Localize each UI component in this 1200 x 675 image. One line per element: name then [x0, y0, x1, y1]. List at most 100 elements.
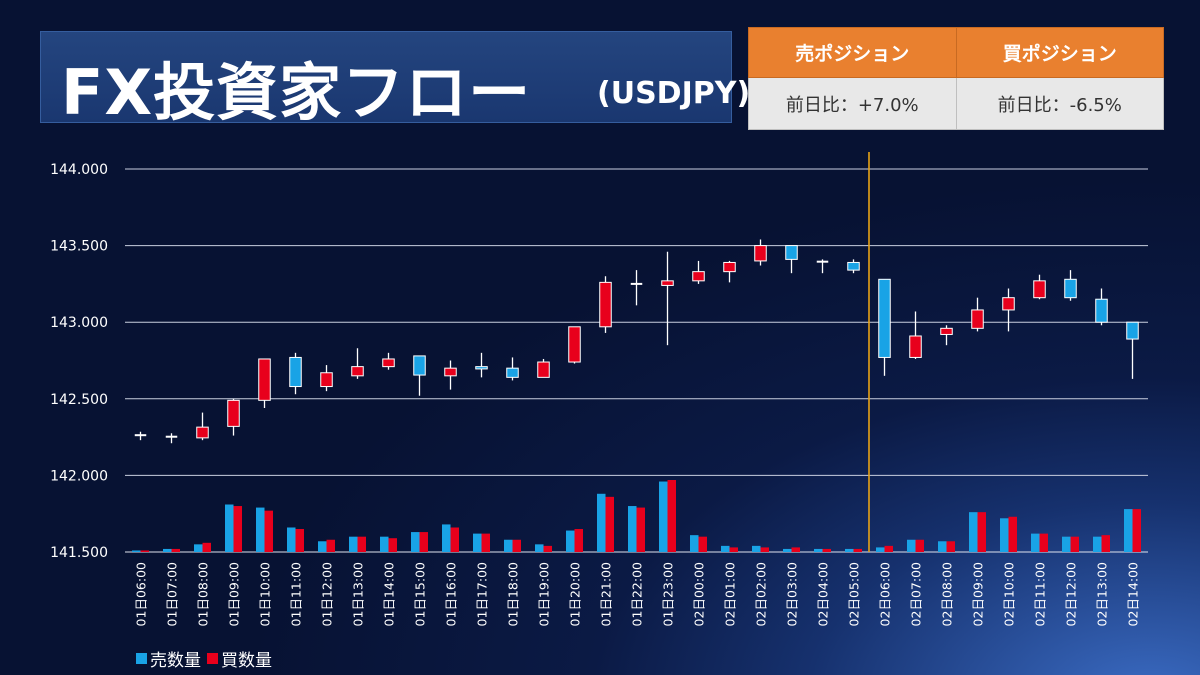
- x-tick-label: 02日12:00: [1064, 562, 1079, 626]
- candle-body: [754, 245, 767, 262]
- buy-volume-bar: [1132, 509, 1141, 552]
- title-banner: FX投資家フロー (USDJPY): [40, 31, 750, 129]
- buy-volume-legend-label: 買数量: [221, 651, 272, 671]
- buy-volume-bar: [543, 545, 552, 552]
- sell-volume-bar: [845, 548, 854, 552]
- buy-volume-bar: [946, 541, 955, 552]
- y-tick-label: 143.500: [50, 239, 108, 255]
- chart-legend: 売数量 買数量: [136, 646, 272, 671]
- buy-volume-bar: [481, 533, 490, 552]
- sell-volume-bar: [659, 481, 668, 552]
- candle-body: [723, 261, 736, 273]
- buy-volume-bar: [295, 529, 304, 552]
- candle-body: [413, 355, 426, 376]
- x-tick-label: 02日10:00: [1002, 562, 1017, 626]
- page-title: FX投資家フロー: [61, 56, 532, 129]
- x-tick-label: 01日18:00: [506, 562, 521, 626]
- sell-volume-bar: [380, 536, 389, 552]
- sell-volume-bar: [1000, 518, 1009, 552]
- buy-volume-bar: [977, 512, 986, 552]
- sell-volume-legend-label: 売数量: [150, 651, 201, 671]
- x-tick-label: 02日03:00: [785, 562, 800, 626]
- x-tick-label: 02日05:00: [847, 562, 862, 626]
- x-tick-label: 02日13:00: [1095, 562, 1110, 626]
- x-tick-label: 01日16:00: [444, 562, 459, 626]
- buy-volume-swatch: [207, 653, 218, 664]
- candle-body: [785, 245, 798, 260]
- candle-body: [940, 327, 953, 335]
- sell-volume-bar: [628, 506, 637, 552]
- candle-body: [1033, 280, 1046, 299]
- sell-volume-bar: [876, 547, 885, 552]
- x-tick-label: 01日14:00: [382, 562, 397, 626]
- buy-volume-bar: [450, 527, 459, 552]
- x-tick-label: 02日01:00: [723, 562, 738, 626]
- x-tick-label: 02日09:00: [971, 562, 986, 626]
- x-tick-label: 02日14:00: [1126, 562, 1141, 626]
- buy-volume-bar: [233, 506, 242, 552]
- buy-position-header: 買ポジション: [955, 27, 1164, 78]
- x-tick-label: 01日20:00: [568, 562, 583, 626]
- sell-volume-bar: [969, 512, 978, 552]
- buy-volume-bar: [512, 539, 521, 552]
- x-tick-label: 02日08:00: [940, 562, 955, 626]
- sell-volume-bar: [907, 539, 916, 552]
- buy-volume-bar: [1008, 516, 1017, 552]
- candle-body: [289, 356, 302, 388]
- sell-volume-bar: [1031, 533, 1040, 552]
- sell-volume-bar: [566, 530, 575, 552]
- buy-volume-bar: [171, 548, 180, 552]
- candle-body: [320, 372, 333, 388]
- buy-volume-bar: [264, 510, 273, 552]
- buy-volume-bar: [605, 496, 614, 552]
- y-tick-label: 142.500: [50, 392, 108, 408]
- x-tick-label: 01日22:00: [630, 562, 645, 626]
- sell-volume-bar: [256, 507, 265, 552]
- x-tick-label: 01日07:00: [165, 562, 180, 626]
- buy-volume-bar: [1101, 535, 1110, 552]
- x-tick-label: 02日11:00: [1033, 562, 1048, 626]
- sell-volume-swatch: [136, 653, 147, 664]
- sell-volume-bar: [938, 541, 947, 552]
- sell-volume-bar: [535, 544, 544, 552]
- candle-body: [599, 281, 612, 328]
- sell-volume-bar: [132, 550, 141, 552]
- candle-body: [196, 426, 209, 439]
- x-tick-label: 01日21:00: [599, 562, 614, 626]
- x-tick-label: 01日11:00: [289, 562, 304, 626]
- currency-pair: (USDJPY): [597, 76, 751, 111]
- x-tick-label: 02日02:00: [754, 562, 769, 626]
- sell-volume-bar: [287, 527, 296, 552]
- sell-volume-bar: [690, 535, 699, 552]
- buy-volume-bar: [140, 550, 149, 552]
- sell-position-change: 前日比：+7.0%: [748, 77, 957, 130]
- buy-volume-bar: [1039, 533, 1048, 552]
- x-tick-label: 01日12:00: [320, 562, 335, 626]
- sell-volume-bar: [752, 545, 761, 552]
- sell-volume-bar: [1124, 509, 1133, 552]
- buy-volume-bar: [357, 536, 366, 552]
- candle-body: [847, 261, 860, 271]
- candle-body: [1002, 297, 1015, 311]
- buy-volume-bar: [822, 548, 831, 552]
- x-tick-label: 01日15:00: [413, 562, 428, 626]
- candle-body: [909, 335, 922, 358]
- x-tick-label: 02日00:00: [692, 562, 707, 626]
- sell-volume-bar: [473, 533, 482, 552]
- x-tick-label: 01日23:00: [661, 562, 676, 626]
- x-tick-label: 01日10:00: [258, 562, 273, 626]
- buy-volume-bar: [760, 547, 769, 552]
- y-tick-label: 142.000: [50, 468, 108, 484]
- candle-body: [1095, 298, 1108, 323]
- x-tick-label: 02日06:00: [878, 562, 893, 626]
- sell-volume-bar: [318, 541, 327, 552]
- buy-volume-bar: [1070, 536, 1079, 552]
- buy-position-change: 前日比：-6.5%: [955, 77, 1164, 130]
- sell-volume-bar: [504, 539, 513, 552]
- sell-volume-bar: [814, 548, 823, 552]
- candle-body: [568, 326, 581, 363]
- candle-body: [537, 361, 550, 378]
- buy-volume-bar: [853, 548, 862, 552]
- y-tick-label: 141.500: [50, 545, 108, 561]
